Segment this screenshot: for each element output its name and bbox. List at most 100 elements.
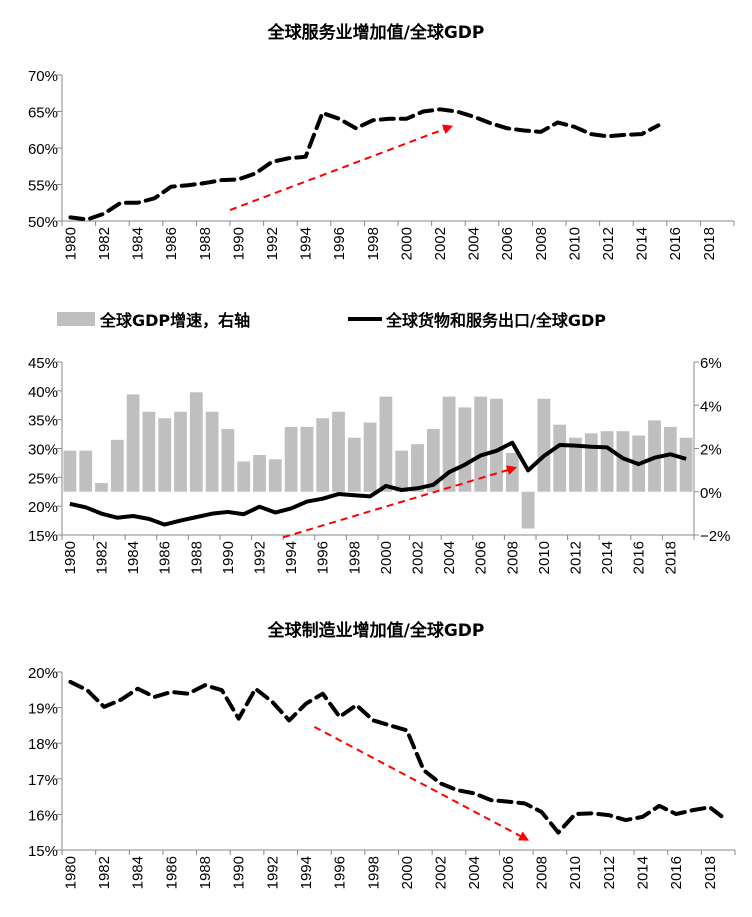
gdp-growth-bar — [253, 454, 266, 492]
x-tick-label: 1980 — [62, 227, 79, 260]
x-tick-label: 1988 — [188, 541, 205, 574]
gdp-growth-bar — [221, 429, 235, 492]
y-tick-label: 65% — [28, 105, 58, 122]
gdp-growth-bar — [174, 411, 187, 492]
x-tick-label: 2008 — [533, 227, 550, 260]
gdp-growth-bar — [332, 411, 345, 492]
x-tick-label: 1982 — [94, 541, 111, 574]
gdp-growth-bar — [474, 396, 488, 492]
x-tick-label: 1990 — [220, 541, 237, 574]
x-tick-label: 1994 — [298, 227, 315, 260]
x-tick-label: 1996 — [331, 227, 348, 260]
x-tick-label: 1982 — [96, 227, 113, 260]
y-tick-label: 30% — [28, 442, 58, 459]
gdp-growth-bar — [600, 431, 614, 492]
x-tick-label: 2006 — [500, 856, 517, 889]
chart2-exports-gdp-growth: 15% 20% 25% 30% 35% 40% 45% 1980 1982 1984 1986 198… — [28, 355, 730, 574]
gdp-growth-bar — [63, 450, 77, 492]
x-tick-label: 1998 — [365, 227, 382, 260]
chart1-services-share: 50% 55% 60% 65% 70% 1980 1982 1984 1986 1988 1990 1… — [28, 68, 735, 260]
x-tick-label: 2004 — [441, 541, 458, 574]
chart3-manufacturing-share: 15% 16% 17% 18% 19% 20% 1980 1982 1984 1986 1988 19… — [28, 665, 736, 889]
x-tick-label: 2002 — [433, 856, 450, 889]
x-tick-label: 2004 — [466, 856, 483, 889]
y-tick-label: 19% — [28, 701, 58, 718]
y-tick-label: 70% — [28, 68, 58, 85]
x-tick-label: 2010 — [566, 227, 583, 260]
x-tick-label: 1980 — [62, 856, 79, 889]
x-tick-label: 1984 — [125, 541, 142, 574]
legend-bar-swatch — [57, 312, 95, 326]
share-line — [68, 107, 661, 222]
chart2-legend: 全球GDP增速，右轴 全球货物和服务出口/全球GDP — [57, 311, 606, 330]
gdp-growth-bar — [237, 461, 251, 492]
gdp-growth-bar — [505, 452, 519, 492]
x-tick-label: 1980 — [62, 541, 79, 574]
x-tick-label: 1984 — [130, 227, 147, 260]
gdp-growth-bar — [569, 437, 582, 492]
y-tick-label: 50% — [28, 214, 58, 231]
gdp-growth-bar — [663, 426, 677, 492]
exports-gdp-line — [69, 440, 687, 527]
gdp-growth-bar — [205, 411, 219, 492]
x-tick-label: 2016 — [668, 856, 685, 889]
y-tick-label: 20% — [28, 665, 58, 682]
y2-tick-label: 4% — [700, 398, 722, 415]
y2-tick-label: −2% — [700, 528, 730, 545]
x-tick-label: 1982 — [96, 856, 113, 889]
gdp-growth-bar — [616, 431, 630, 492]
x-tick-label: 2000 — [378, 541, 395, 574]
x-tick-label: 1986 — [163, 856, 180, 889]
x-tick-label: 1990 — [230, 227, 247, 260]
y-tick-label: 17% — [28, 772, 58, 789]
gdp-growth-bar — [79, 450, 93, 492]
x-tick-label: 2010 — [567, 856, 584, 889]
x-tick-label: 2010 — [536, 541, 553, 574]
x-tick-label: 2012 — [601, 856, 618, 889]
y-tick-label: 35% — [28, 413, 58, 430]
x-tick-label: 2014 — [599, 541, 616, 574]
gdp-growth-bar — [284, 426, 298, 492]
y-tick-label: 45% — [28, 355, 58, 372]
x-tick-label: 2008 — [534, 856, 551, 889]
x-tick-label: 1988 — [197, 227, 214, 260]
gdp-growth-bar — [395, 450, 409, 492]
x-tick-label: 1986 — [157, 541, 174, 574]
x-tick-label: 2006 — [473, 541, 490, 574]
gdp-growth-bar — [490, 398, 503, 492]
x-tick-label: 2002 — [432, 227, 449, 260]
y-tick-label: 20% — [28, 499, 58, 516]
x-tick-label: 2000 — [399, 856, 416, 889]
x-tick-label: 1992 — [264, 856, 281, 889]
gdp-growth-bar — [189, 392, 203, 492]
gdp-growth-bar — [300, 426, 314, 492]
y-tick-label: 40% — [28, 384, 58, 401]
x-tick-label: 1986 — [163, 227, 180, 260]
x-tick-label: 1992 — [252, 541, 269, 574]
x-tick-label: 2004 — [466, 227, 483, 260]
x-tick-label: 1984 — [130, 856, 147, 889]
gdp-growth-bar — [584, 433, 598, 492]
legend-exports-gdp: 全球货物和服务出口/全球GDP — [385, 311, 606, 330]
x-tick-label: 2018 — [702, 856, 719, 889]
legend-gdp-growth: 全球GDP增速，右轴 — [99, 311, 250, 330]
share-line — [68, 679, 729, 835]
y-tick-label: 60% — [28, 141, 58, 158]
y-tick-label: 16% — [28, 807, 58, 824]
x-tick-label: 2012 — [568, 541, 585, 574]
y2-tick-label: 0% — [700, 485, 722, 502]
gdp-growth-bar — [347, 437, 361, 492]
x-tick-label: 2016 — [631, 541, 648, 574]
gdp-growth-bar — [679, 437, 693, 492]
y2-tick-label: 2% — [700, 442, 722, 459]
gdp-growth-bar — [126, 394, 140, 492]
gdp-growth-bar — [442, 396, 456, 492]
y-tick-label: 55% — [28, 178, 58, 195]
x-tick-label: 1998 — [346, 541, 363, 574]
gdp-growth-bar — [142, 411, 156, 492]
gdp-growth-bar — [458, 407, 472, 492]
x-tick-label: 2014 — [634, 856, 651, 889]
y-tick-label: 15% — [28, 843, 58, 860]
x-tick-label: 2014 — [634, 227, 651, 260]
x-tick-label: 2002 — [410, 541, 427, 574]
